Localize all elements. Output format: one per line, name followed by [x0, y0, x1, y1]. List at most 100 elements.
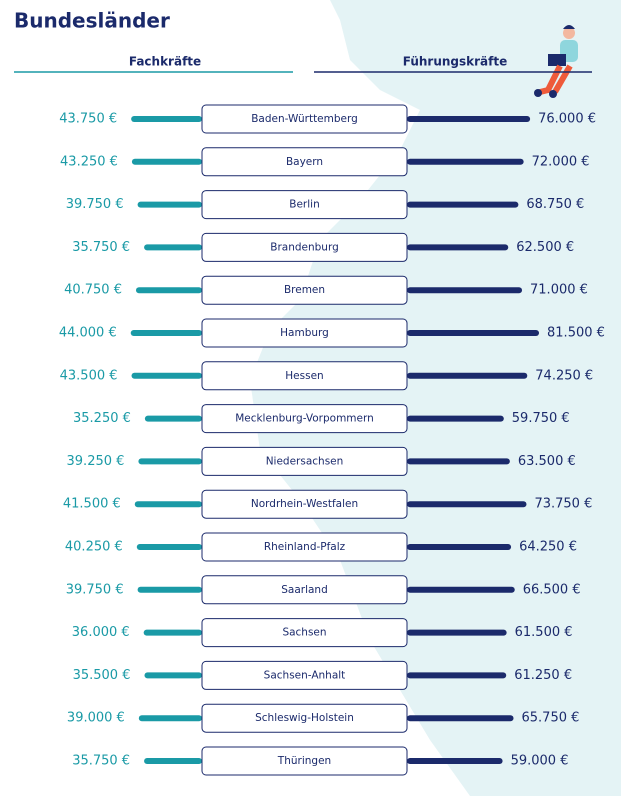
- category-box: [201, 703, 408, 733]
- value-label: 64.250 €: [519, 540, 577, 555]
- bar: [407, 415, 504, 422]
- bar: [407, 458, 510, 465]
- value-label: 73.750 €: [534, 497, 592, 512]
- bar: [144, 415, 202, 422]
- category-label: Hamburg: [280, 327, 329, 339]
- bar: [407, 544, 512, 550]
- value-label: 72.000 €: [532, 154, 590, 169]
- value-label: 61.500 €: [515, 625, 573, 640]
- value-label: 35.750 €: [72, 240, 130, 255]
- category-box: [201, 104, 408, 134]
- bar: [144, 672, 202, 679]
- category-box: [201, 575, 408, 605]
- value-label: 39.750 €: [66, 582, 124, 597]
- bar: [407, 629, 507, 636]
- value-label: 62.500 €: [516, 240, 574, 255]
- bar: [134, 501, 202, 508]
- value-label: 44.000 €: [59, 326, 117, 341]
- category-box: [201, 232, 408, 262]
- bar: [407, 287, 523, 294]
- category-box: [201, 404, 408, 434]
- bar: [138, 458, 202, 465]
- value-label: 39.250 €: [67, 454, 125, 469]
- value-label: 41.500 €: [63, 497, 121, 512]
- illustration: [534, 25, 578, 98]
- bar: [131, 116, 202, 122]
- category-label: Niedersachsen: [266, 455, 344, 467]
- bar: [136, 544, 202, 550]
- bar: [407, 586, 515, 593]
- category-label: Brandenburg: [270, 241, 339, 253]
- chart-title: Bundesländer: [14, 9, 170, 33]
- bar: [407, 244, 509, 251]
- category-box: [201, 618, 408, 648]
- category-box: [201, 489, 408, 519]
- category-label: Sachsen: [282, 627, 326, 639]
- category-label: Mecklenburg-Vorpommern: [235, 413, 374, 425]
- value-label: 43.500 €: [60, 368, 118, 383]
- value-label: 39.750 €: [66, 197, 124, 212]
- category-box: [201, 746, 408, 776]
- bar: [137, 586, 202, 593]
- value-label: 43.750 €: [59, 112, 117, 127]
- category-box: [201, 318, 408, 348]
- bar: [130, 330, 202, 336]
- value-label: 35.500 €: [73, 668, 131, 683]
- value-label: 36.000 €: [72, 625, 130, 640]
- bar: [131, 158, 202, 165]
- value-label: 71.000 €: [530, 283, 588, 298]
- category-label: Berlin: [289, 199, 319, 211]
- category-box: [201, 275, 408, 305]
- value-label: 59.000 €: [511, 754, 569, 769]
- bar: [407, 501, 527, 508]
- bar: [407, 715, 514, 722]
- category-box: [201, 147, 408, 177]
- category-label: Rheinland-Pfalz: [264, 541, 346, 553]
- bar: [135, 287, 202, 294]
- category-label: Sachsen-Anhalt: [264, 669, 346, 681]
- category-box: [201, 361, 408, 391]
- category-label: Saarland: [281, 584, 328, 596]
- value-label: 74.250 €: [535, 368, 593, 383]
- value-label: 40.750 €: [64, 283, 122, 298]
- value-label: 63.500 €: [518, 454, 576, 469]
- bar: [143, 629, 202, 636]
- bar: [144, 758, 202, 764]
- legend-label: Führungskräfte: [403, 55, 508, 69]
- category-label: Nordrhein-Westfalen: [251, 498, 358, 510]
- bar: [407, 158, 524, 165]
- category-label: Hessen: [285, 370, 323, 382]
- value-label: 81.500 €: [547, 326, 605, 341]
- bar: [137, 201, 202, 208]
- bar: [407, 330, 540, 336]
- value-label: 59.750 €: [512, 411, 570, 426]
- bar: [144, 244, 202, 251]
- category-label: Bremen: [284, 284, 325, 296]
- category-label: Thüringen: [277, 755, 331, 767]
- bar: [407, 672, 507, 679]
- category-label: Baden-Württemberg: [251, 113, 358, 125]
- map-background: [250, 0, 621, 796]
- value-label: 66.500 €: [523, 582, 581, 597]
- category-box: [201, 190, 408, 220]
- value-label: 40.250 €: [65, 540, 123, 555]
- category-box: [201, 446, 408, 476]
- legend-label: Fachkräfte: [129, 55, 201, 69]
- bar: [407, 758, 503, 764]
- bar: [131, 372, 202, 379]
- value-label: 43.250 €: [60, 154, 118, 169]
- value-label: 35.750 €: [72, 754, 130, 769]
- value-label: 76.000 €: [538, 112, 596, 127]
- category-label: Schleswig-Holstein: [255, 712, 354, 724]
- bar: [407, 201, 519, 208]
- value-label: 65.750 €: [522, 711, 580, 726]
- bar: [407, 116, 531, 122]
- category-label: Bayern: [286, 156, 323, 168]
- value-label: 61.250 €: [514, 668, 572, 683]
- category-box: [201, 660, 408, 690]
- value-label: 68.750 €: [526, 197, 584, 212]
- bar: [407, 372, 528, 379]
- value-label: 35.250 €: [73, 411, 131, 426]
